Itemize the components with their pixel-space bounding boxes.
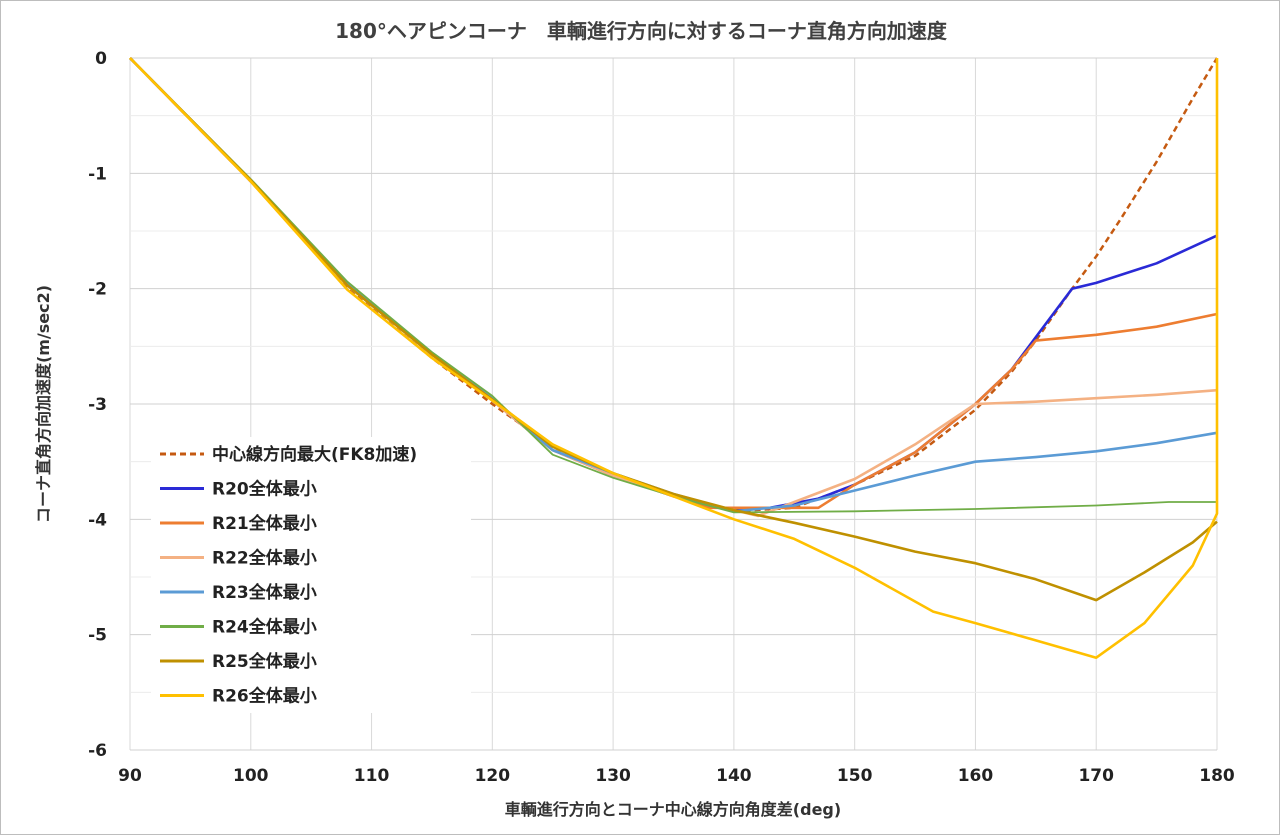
x-tick-label: 130 — [595, 766, 631, 786]
y-tick-label: -3 — [88, 395, 107, 415]
series-line — [129, 57, 1219, 659]
series-line — [129, 57, 1218, 602]
legend-label: R26全体最小 — [212, 686, 317, 707]
y-tick-label: 0 — [95, 49, 107, 69]
x-tick-label: 150 — [837, 766, 873, 786]
y-tick-label: -2 — [88, 280, 107, 300]
legend-label: R22全体最小 — [212, 548, 317, 569]
y-tick-label: -4 — [88, 510, 107, 530]
series-line — [129, 57, 1217, 514]
y-tick-label: -6 — [88, 741, 107, 761]
legend-label: R21全体最小 — [212, 513, 317, 534]
x-tick-label: 140 — [716, 766, 752, 786]
legend-label: R20全体最小 — [212, 479, 317, 500]
y-axis-label: コーナ直角方向加速度(m/sec2) — [34, 285, 53, 523]
x-tick-label: 110 — [354, 766, 390, 786]
x-axis-label: 車輌進行方向とコーナ中心線方向角度差(deg) — [505, 800, 841, 819]
y-tick-label: -5 — [88, 626, 107, 646]
legend-label: R23全体最小 — [212, 582, 317, 603]
x-tick-label: 160 — [958, 766, 994, 786]
x-tick-label: 180 — [1199, 766, 1235, 786]
x-tick-label: 170 — [1078, 766, 1114, 786]
legend: 中心線方向最大(FK8加速) R20全体最小 R21全体最小 R22全体最小 R23全体… — [151, 437, 471, 713]
x-tick-label: 100 — [233, 766, 269, 786]
x-tick-label: 120 — [475, 766, 511, 786]
legend-background — [151, 437, 471, 713]
legend-label: R24全体最小 — [212, 617, 317, 638]
legend-label: R25全体最小 — [212, 651, 317, 672]
x-tick-label: 90 — [118, 766, 142, 786]
legend-label: 中心線方向最大(FK8加速) — [212, 444, 417, 465]
y-tick-label: -1 — [88, 164, 107, 184]
chart-title: 180°ヘアピンコーナ 車輌進行方向に対するコーナ直角方向加速度 — [335, 19, 948, 43]
